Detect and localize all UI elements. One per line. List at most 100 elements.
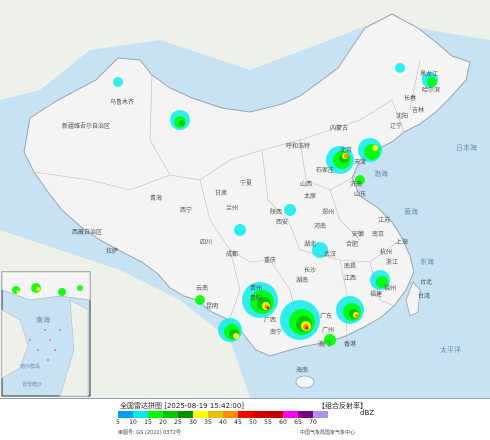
label-shaanxi: 陕西 bbox=[270, 208, 282, 216]
label-jiangxi: 江西 bbox=[344, 275, 356, 282]
label-shandong: 山东 bbox=[354, 190, 366, 198]
label-pacific: 太平洋 bbox=[440, 345, 461, 354]
label-hubei: 湖北 bbox=[304, 240, 316, 248]
legend-swatch-40 bbox=[223, 411, 238, 418]
label-guangdong: 广东 bbox=[320, 312, 332, 320]
label-beijing: 北京 bbox=[340, 146, 352, 154]
label-guiyang: 贵阳 bbox=[250, 294, 262, 302]
label-changsha: 长沙 bbox=[304, 266, 316, 274]
label-zhengzhou: 郑州 bbox=[322, 208, 334, 216]
legend-tick-40: 40 bbox=[219, 419, 227, 426]
radar-echoes bbox=[20, 63, 438, 346]
label-liaoning: 辽宁 bbox=[390, 122, 402, 130]
legend-swatch-20 bbox=[163, 411, 178, 418]
legend-tick-45: 45 bbox=[234, 419, 242, 426]
label-henan: 河南 bbox=[314, 222, 326, 230]
legend-swatch-45 bbox=[238, 411, 253, 418]
label-fujian: 福建 bbox=[370, 290, 382, 298]
label-lhasa: 拉萨 bbox=[106, 247, 118, 255]
legend-tick-70: 70 bbox=[309, 419, 317, 426]
label-shijiazhuang: 石家庄 bbox=[316, 166, 334, 174]
label-nansha: 南沙群岛 bbox=[20, 363, 40, 370]
label-xinjiang: 新疆维吾尔自治区 bbox=[62, 122, 110, 130]
legend-approval: 审图号: GS (2022) 0372号 bbox=[118, 430, 181, 436]
legend-ticks: 5 10 15 20 25 30 35 40 45 50 55 60 65 70 bbox=[116, 419, 368, 427]
label-jinan: 济南 bbox=[350, 180, 362, 188]
legend-swatch-10 bbox=[133, 411, 148, 418]
hainan-island bbox=[295, 375, 315, 389]
label-sichuan: 四川 bbox=[200, 239, 212, 246]
label-taipei: 台北 bbox=[420, 278, 432, 286]
label-east-china-sea: 东海 bbox=[420, 257, 434, 266]
label-taiwan: 台湾 bbox=[418, 292, 430, 300]
label-heilongjiang: 黑龙江 bbox=[420, 70, 438, 78]
legend-swatch-55 bbox=[268, 411, 283, 418]
legend-tick-35: 35 bbox=[204, 419, 212, 426]
legend-product: 【组合反射率】 bbox=[318, 402, 367, 410]
legend-tick-5: 5 bbox=[116, 419, 120, 426]
label-japan-sea: 日本海 bbox=[456, 143, 477, 152]
label-changchun: 长春 bbox=[404, 94, 416, 102]
legend-tick-60: 60 bbox=[279, 419, 287, 426]
legend-unit: dBZ bbox=[360, 409, 375, 417]
label-jiangsu: 江苏 bbox=[378, 216, 390, 224]
label-jilin: 吉林 bbox=[412, 106, 424, 114]
label-lanzhou: 兰州 bbox=[226, 204, 238, 212]
label-qinghai: 青海 bbox=[150, 194, 162, 202]
legend-bar: 全国雷达拼图 [2025-08-19 15:42:00] 【组合反射率】 5 10… bbox=[0, 398, 490, 440]
label-harbin: 哈尔滨 bbox=[422, 86, 440, 94]
label-tibet: 西藏自治区 bbox=[72, 228, 102, 236]
label-guangxi: 广西 bbox=[264, 316, 276, 324]
label-wuhan: 武汉 bbox=[324, 250, 336, 258]
label-hunan: 湖南 bbox=[296, 276, 308, 284]
label-chengdu: 成都 bbox=[226, 250, 238, 258]
label-guangzhou: 广州 bbox=[322, 326, 334, 334]
label-nanjing: 南京 bbox=[372, 230, 384, 238]
neighbor-land-north bbox=[0, 0, 490, 100]
legend-swatch-15 bbox=[148, 411, 163, 418]
label-guizhou: 贵州 bbox=[250, 284, 262, 292]
label-zengmu: 曾母暗沙 bbox=[22, 381, 42, 388]
label-yunnan: 云南 bbox=[196, 284, 208, 292]
label-xining: 西宁 bbox=[180, 206, 192, 214]
label-south-china-sea: 南海 bbox=[36, 315, 50, 324]
legend-color-scale bbox=[118, 411, 328, 418]
legend-tick-25: 25 bbox=[174, 419, 182, 426]
legend-swatch-65 bbox=[298, 411, 313, 418]
label-yellow-sea: 黄海 bbox=[404, 207, 418, 216]
label-chongqing: 重庆 bbox=[264, 256, 276, 264]
legend-tick-20: 20 bbox=[159, 419, 167, 426]
legend-tick-30: 30 bbox=[189, 419, 197, 426]
label-xian: 西安 bbox=[276, 218, 288, 226]
legend-swatch-50 bbox=[253, 411, 268, 418]
label-anhui: 安徽 bbox=[352, 230, 364, 238]
label-shenyang: 沈阳 bbox=[396, 112, 408, 120]
taiwan-island bbox=[405, 281, 421, 317]
legend-tick-65: 65 bbox=[294, 419, 302, 426]
map-svg: 黑龙江 哈尔滨 吉林 长春 辽宁 沈阳 内蒙古 呼和浩特 新疆维吾尔自治区 乌鲁… bbox=[0, 0, 490, 398]
label-hefei: 合肥 bbox=[346, 240, 358, 248]
legend-tick-15: 15 bbox=[144, 419, 152, 426]
south-china-sea-inset bbox=[1, 271, 91, 397]
sea-labels: 渤海 黄海 东海 太平洋 日本海 南海 南沙群岛 曾母暗沙 bbox=[20, 143, 477, 388]
label-hangzhou: 杭州 bbox=[380, 248, 392, 256]
label-fuzhou: 福州 bbox=[384, 284, 396, 292]
legend-tick-55: 55 bbox=[264, 419, 272, 426]
label-hainan: 海南 bbox=[296, 366, 308, 374]
label-tianjin: 天津 bbox=[354, 159, 366, 166]
label-shanxi: 山西 bbox=[300, 180, 312, 188]
map-labels: 黑龙江 哈尔滨 吉林 长春 辽宁 沈阳 内蒙古 呼和浩特 新疆维吾尔自治区 乌鲁… bbox=[62, 70, 440, 374]
label-macau: 澳门 bbox=[318, 340, 330, 348]
legend-swatch-35 bbox=[208, 411, 223, 418]
label-shanghai: 上海 bbox=[396, 238, 408, 246]
label-taiyuan: 太原 bbox=[304, 192, 316, 200]
china-landmass bbox=[23, 13, 471, 357]
label-nanning: 南宁 bbox=[270, 328, 282, 336]
legend-tick-10: 10 bbox=[129, 419, 137, 426]
legend-swatch-5 bbox=[118, 411, 133, 418]
map-area: 黑龙江 哈尔滨 吉林 长春 辽宁 沈阳 内蒙古 呼和浩特 新疆维吾尔自治区 乌鲁… bbox=[0, 0, 490, 398]
label-urumqi: 乌鲁木齐 bbox=[110, 98, 134, 106]
label-zhejiang: 浙江 bbox=[386, 258, 398, 266]
legend-swatch-60 bbox=[283, 411, 298, 418]
label-ningxia: 宁夏 bbox=[240, 179, 252, 187]
